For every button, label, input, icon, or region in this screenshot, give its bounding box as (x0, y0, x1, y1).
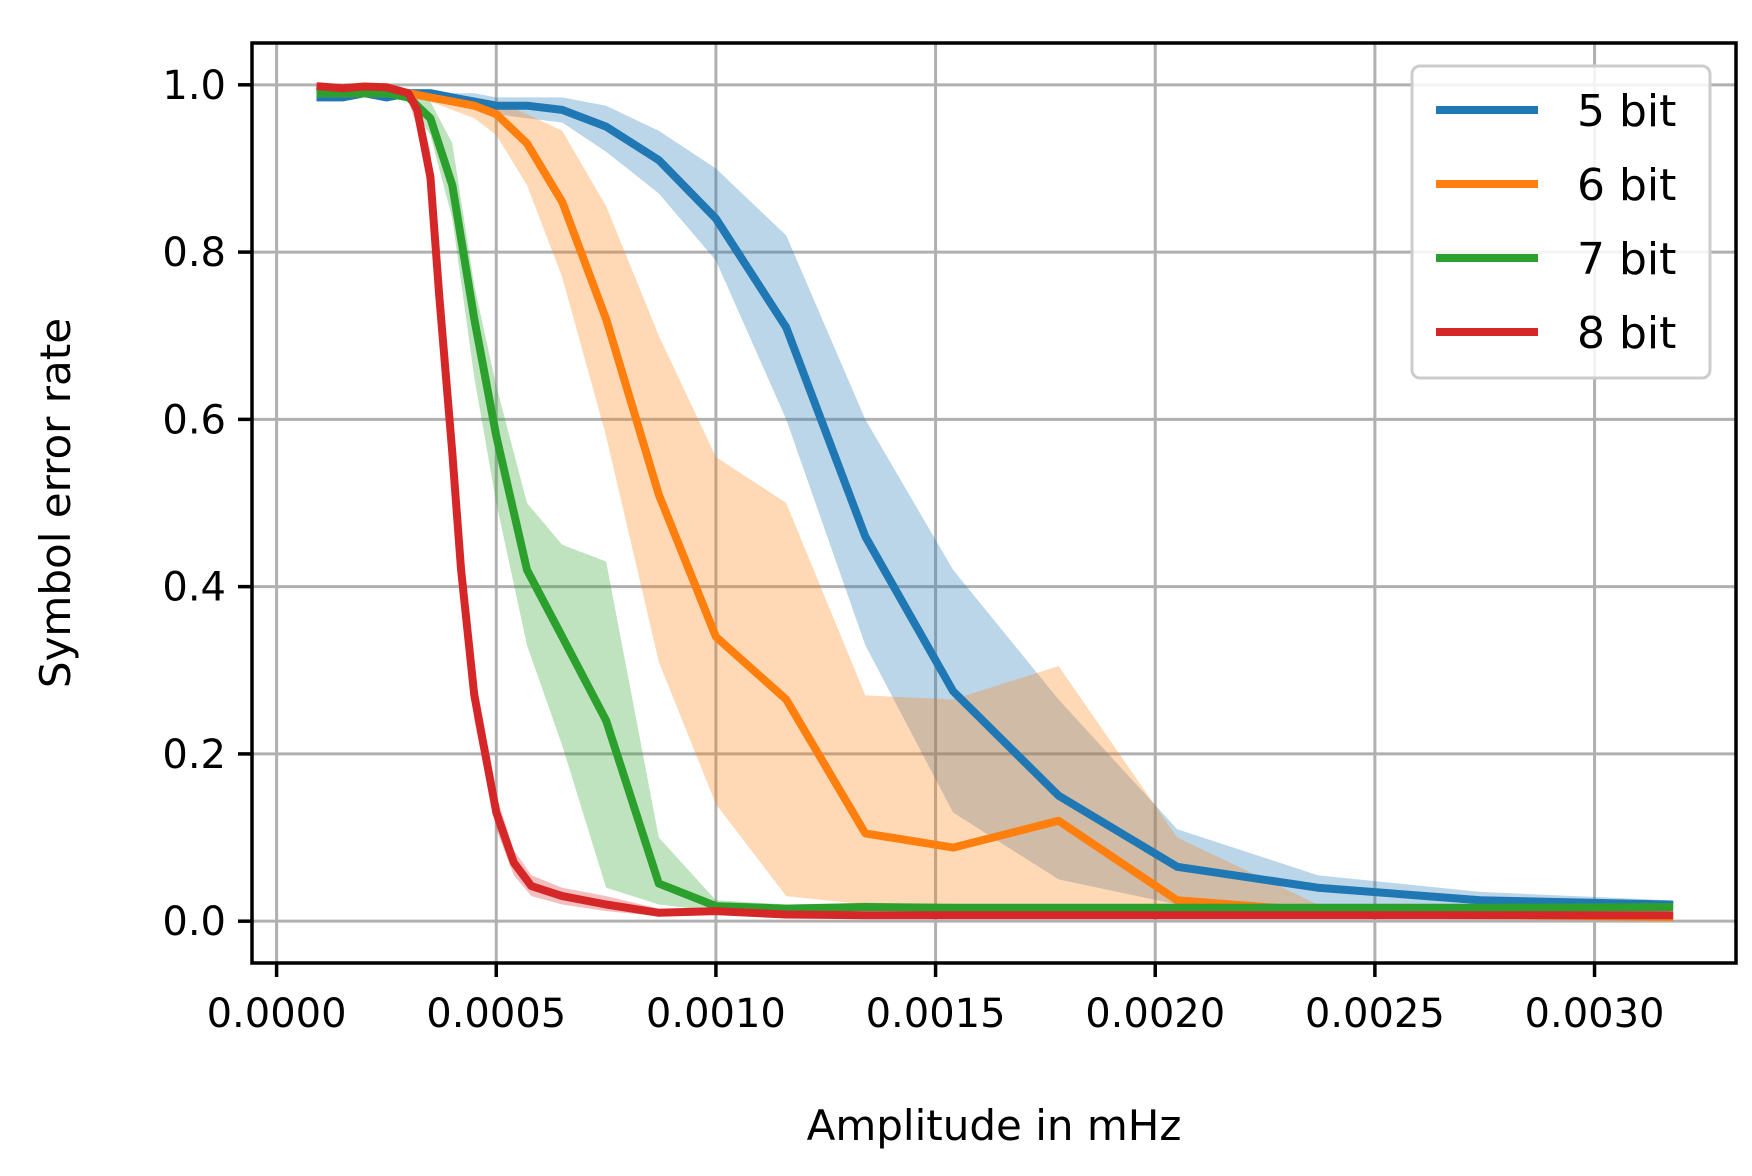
legend-label-1: 6 bit (1577, 160, 1676, 211)
y-tick-label-3: 0.6 (162, 397, 226, 443)
grid (252, 43, 1736, 963)
y-tick-label-2: 0.4 (162, 565, 226, 611)
y-tick-label-5: 1.0 (162, 63, 226, 109)
line-series-2 (316, 89, 1674, 913)
line-series-3 (316, 82, 1674, 920)
confidence-bands (320, 84, 1670, 922)
legend-label-2: 7 bit (1577, 234, 1676, 285)
x-tick-label-0: 0.0000 (207, 991, 347, 1037)
band-series-0 (320, 89, 1670, 913)
y-tick-label-1: 0.2 (162, 732, 226, 778)
plot-frame (250, 41, 1738, 965)
legend-label-3: 8 bit (1577, 308, 1676, 359)
x-tick-label-5: 0.0025 (1305, 991, 1445, 1037)
x-tick-label-6: 0.0030 (1525, 991, 1665, 1037)
series-lines (316, 82, 1674, 922)
x-tick-label-4: 0.0020 (1085, 991, 1225, 1037)
y-axis-label: Symbol error rate (31, 318, 80, 688)
x-axis-label: Amplitude in mHz (807, 1101, 1182, 1150)
legend-box (1410, 64, 1712, 380)
band-series-2 (320, 89, 1670, 913)
x-tick-label-1: 0.0005 (426, 991, 566, 1037)
y-tick-label-0: 0.0 (162, 899, 226, 945)
x-tick-label-2: 0.0010 (646, 991, 786, 1037)
y-tick-label-4: 0.8 (162, 230, 226, 276)
axis-ticks: 0.0000 0.0005 0.0010 0.0015 0.0020 0.0025 0.00… (162, 63, 1664, 1037)
legend-label-0: 5 bit (1577, 86, 1676, 137)
x-tick-label-3: 0.0015 (866, 991, 1006, 1037)
legend: 5 bit 6 bit 7 bit 8 bit (1410, 64, 1712, 380)
band-series-1 (320, 89, 1670, 922)
